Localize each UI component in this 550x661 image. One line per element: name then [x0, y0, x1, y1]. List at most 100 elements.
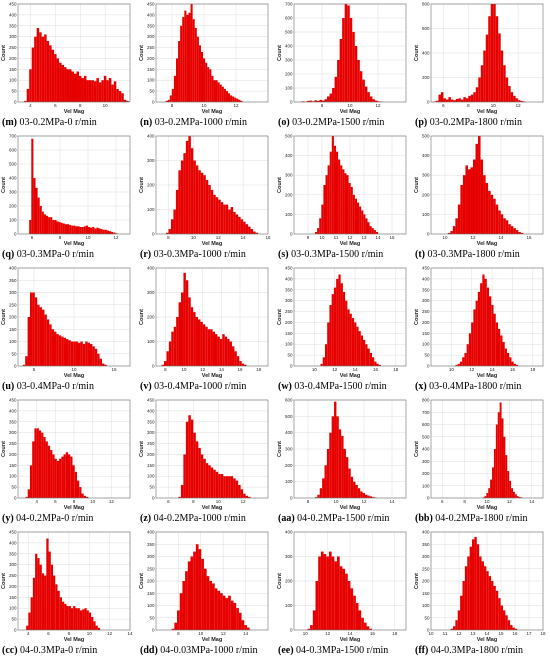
histogram-bar	[346, 175, 349, 234]
histogram-bar	[482, 497, 485, 498]
histogram-bar	[255, 232, 259, 234]
histogram-bar	[194, 27, 197, 103]
y-tick-label: 250	[9, 573, 17, 578]
histogram-bar	[167, 99, 170, 102]
histogram-bar	[341, 435, 344, 498]
y-tick-label: 100	[147, 207, 155, 212]
histogram-bar	[88, 227, 91, 234]
histogram-bar	[104, 229, 107, 234]
histogram-bar	[111, 84, 114, 102]
histogram-bar	[465, 165, 468, 234]
plot-frame	[293, 399, 407, 499]
x-tick-label: 12	[233, 103, 239, 108]
x-tick-label: 11	[443, 631, 448, 636]
histogram-bar	[79, 227, 82, 234]
y-tick-label: 0	[290, 496, 293, 501]
histogram-bar	[193, 312, 196, 366]
histogram-bar	[205, 180, 209, 234]
histogram-bar	[238, 216, 241, 234]
histogram-chart-ee: 0 100 200 300 400 10 12 14 16 18 Vel Mag Count	[277, 530, 407, 643]
histogram-bar	[513, 95, 516, 102]
histogram-bar	[509, 357, 512, 366]
histogram-bar	[360, 335, 364, 366]
y-tick-label: 0	[152, 364, 155, 369]
y-axis-title: Count	[277, 573, 283, 589]
y-tick-label: 150	[285, 331, 293, 336]
histogram-bar	[185, 571, 188, 630]
x-tick-label: 14	[498, 235, 504, 240]
histogram-bar	[488, 190, 491, 234]
x-tick-label: 10	[319, 235, 325, 240]
histogram-bar	[468, 333, 472, 366]
y-tick-label: 50	[287, 353, 293, 358]
panel-letter: (z)	[140, 513, 152, 524]
y-tick-label: 200	[9, 315, 17, 320]
histogram-bar	[178, 170, 181, 234]
histogram-bar	[499, 402, 502, 498]
x-tick-label: 17	[526, 631, 532, 636]
histogram-bar	[318, 556, 321, 630]
x-tick-label: 4	[29, 103, 32, 108]
histogram-bar	[236, 356, 240, 366]
y-tick-label: 700	[285, 2, 293, 7]
panel-letter: (t)	[415, 249, 425, 260]
x-tick-label: 4	[27, 631, 30, 636]
histogram-bar	[213, 80, 216, 102]
y-tick-label: 0	[290, 364, 293, 369]
histogram-bar	[75, 341, 78, 366]
histogram-bar	[115, 233, 118, 234]
histogram-bar	[43, 437, 46, 498]
histogram-bar	[462, 581, 465, 630]
histogram-bar	[83, 226, 86, 234]
histogram-bar	[495, 204, 499, 234]
histogram-bar	[26, 88, 30, 102]
histogram-bar	[228, 93, 231, 102]
histogram-bar	[508, 86, 511, 102]
histogram-bar	[459, 361, 463, 366]
panel-letter: (aa)	[278, 513, 295, 524]
panel-caption-text: 03-0.4MPa-1500 r/min	[291, 381, 387, 392]
histogram-bar	[205, 463, 209, 498]
histogram-panel-y: 0 50 100 150 200 250 300 350 400 450 4 6 8 10 12 Vel Ma…	[0, 396, 137, 528]
histogram-bar	[470, 167, 473, 234]
y-axis-title: Count	[139, 309, 145, 325]
histogram-bar	[457, 363, 460, 366]
histogram-bar	[214, 334, 218, 366]
y-tick-label: 250	[422, 566, 430, 571]
panel-caption: (aa) 04-0.2MPa-1500 r/min	[278, 513, 413, 525]
histogram-bar	[69, 224, 72, 234]
panel-letter: (v)	[140, 381, 152, 392]
plot-frame	[430, 3, 544, 103]
histogram-bar	[68, 606, 71, 630]
histogram-bar	[37, 304, 40, 366]
histogram-chart-u: 0 50 100 150 200 250 300 350 400 5 10 15 Vel Mag Coun…	[1, 266, 131, 379]
histogram-bar	[108, 78, 112, 102]
histogram-bar	[228, 595, 231, 630]
histogram-bar	[491, 581, 494, 630]
histogram-bar	[473, 92, 476, 102]
panel-caption-text: 04-0.03MPa-1000 r/min	[157, 645, 258, 656]
histogram-bar	[49, 45, 52, 102]
panel-caption: (q) 03-0.3MPa-0 r/min	[2, 249, 137, 261]
histogram-bar	[355, 484, 358, 498]
histogram-bar	[87, 342, 90, 366]
histogram-bar	[180, 484, 184, 498]
histogram-bar	[54, 458, 57, 498]
histogram-panel-o: 0 100 200 300 400 500 600 700 8 10 12 Vel Mag Count (…	[276, 0, 413, 132]
histogram-chart-cc: 0 50 100 150 200 250 300 350 400 450 4 6 8 10 12 14 Vel …	[1, 530, 133, 644]
y-tick-label: 100	[285, 212, 293, 217]
histogram-chart-z: 0 50 100 150 200 250 300 350 400 450 6 8 10 12 Vel Mag…	[139, 398, 269, 511]
histogram-bar	[491, 305, 494, 366]
histogram-bar	[374, 361, 377, 366]
y-axis-title: Count	[414, 45, 420, 61]
histogram-bar	[58, 222, 61, 234]
histogram-bar	[376, 363, 379, 366]
histogram-bar	[472, 539, 475, 630]
histogram-bar	[208, 185, 211, 234]
histogram-bar	[353, 481, 356, 498]
histogram-bar	[477, 291, 481, 366]
plot-frame	[155, 3, 269, 103]
histogram-bar	[329, 432, 332, 498]
histogram-bar	[516, 496, 519, 498]
histogram-bar	[186, 14, 189, 103]
